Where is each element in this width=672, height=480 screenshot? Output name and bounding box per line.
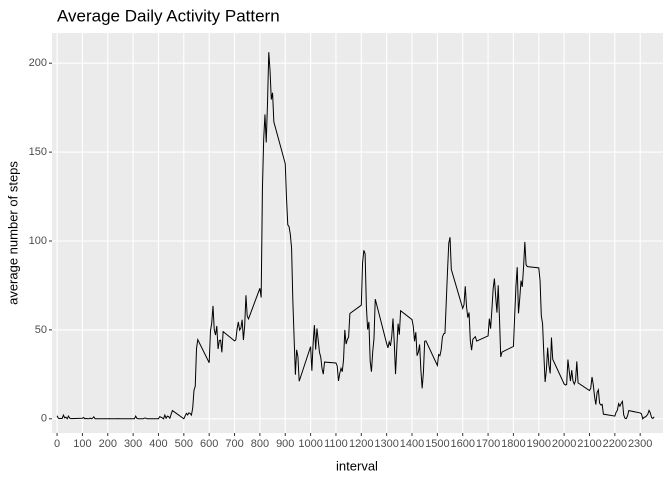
x-tick-label: 1500 bbox=[425, 438, 449, 450]
y-tick-label: 100 bbox=[29, 235, 47, 247]
x-tick-label: 1700 bbox=[476, 438, 500, 450]
x-tick-label: 700 bbox=[225, 438, 243, 450]
y-tick-label: 50 bbox=[35, 324, 47, 336]
x-tick-label: 600 bbox=[200, 438, 218, 450]
x-tick-label: 900 bbox=[276, 438, 294, 450]
x-tick-label: 200 bbox=[99, 438, 117, 450]
line bbox=[56, 52, 655, 420]
x-axis-label: interval bbox=[336, 458, 378, 473]
x-tick-label: 2000 bbox=[552, 438, 576, 450]
x-tick-label: 1600 bbox=[450, 438, 474, 450]
y-tick-label: 200 bbox=[29, 57, 47, 69]
y-tick-label: 150 bbox=[29, 146, 47, 158]
x-tick-label: 400 bbox=[149, 438, 167, 450]
panel bbox=[52, 33, 663, 433]
x-tick-label: 1000 bbox=[298, 438, 322, 450]
x-tick-label: 1100 bbox=[324, 438, 348, 450]
chart-title: Average Daily Activity Pattern bbox=[57, 6, 280, 25]
y-axis-label: average number of steps bbox=[5, 161, 20, 305]
x-tick-label: 300 bbox=[124, 438, 142, 450]
x-tick-label: 2100 bbox=[577, 438, 601, 450]
x-tick-label: 800 bbox=[251, 438, 269, 450]
x-tick-label: 0 bbox=[54, 438, 60, 450]
x-tick-label: 1400 bbox=[400, 438, 424, 450]
x-tick-label: 500 bbox=[175, 438, 193, 450]
x-tick-label: 1300 bbox=[374, 438, 398, 450]
x-tick-label: 1800 bbox=[501, 438, 525, 450]
x-tick-label: 1900 bbox=[527, 438, 551, 450]
x-tick-label: 1200 bbox=[349, 438, 373, 450]
y-tick-label: 0 bbox=[41, 413, 47, 425]
x-tick-label: 100 bbox=[73, 438, 91, 450]
x-tick-label: 2300 bbox=[628, 438, 652, 450]
x-tick-label: 2200 bbox=[603, 438, 627, 450]
